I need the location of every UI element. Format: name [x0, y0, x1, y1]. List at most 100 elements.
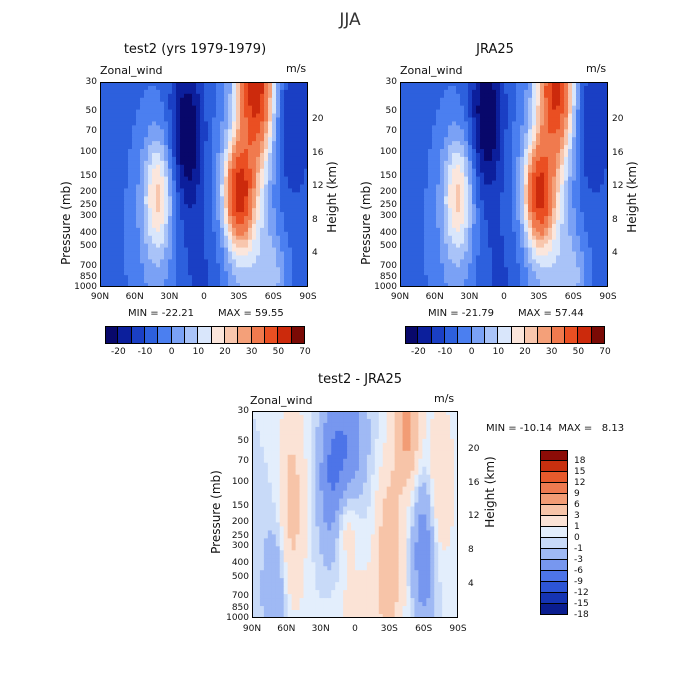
contour-cell: [600, 85, 605, 91]
contour-cell: [136, 279, 141, 284]
contour-cell: [144, 129, 149, 134]
contour-cell: [196, 271, 201, 276]
contour-cell: [440, 247, 445, 253]
contour-cell: [488, 160, 493, 166]
contour-cell: [540, 164, 545, 170]
contour-cell: [424, 141, 429, 146]
contour-cell: [280, 251, 285, 257]
contour-cell: [524, 219, 529, 225]
contour-cell: [164, 121, 169, 126]
contour-cell: [236, 125, 241, 130]
contour-cell: [492, 89, 497, 95]
contour-cell: [572, 89, 577, 95]
contour-cell: [448, 227, 453, 233]
contour-cell: [600, 145, 605, 150]
contour-cell: [468, 168, 473, 174]
contour-cell: [232, 192, 237, 197]
contour-cell: [524, 239, 529, 245]
contour-cell: [144, 85, 149, 91]
contour-cell: [292, 137, 297, 142]
contour-cell: [180, 137, 185, 142]
contour-cell: [420, 121, 425, 126]
contour-cell: [168, 259, 173, 264]
contour-cell: [144, 275, 149, 280]
contour-cell: [216, 239, 221, 245]
contour-cell: [480, 212, 485, 217]
contour-cell: [212, 223, 217, 229]
contour-cell: [432, 97, 437, 103]
contour-cell: [224, 275, 229, 280]
contour-cell: [588, 97, 593, 103]
contour-cell: [540, 121, 545, 126]
contour-cell: [404, 180, 409, 186]
contour-cell: [180, 231, 185, 237]
contour-cell: [520, 117, 525, 123]
contour-cell: [536, 219, 541, 225]
contour-cell: [148, 89, 153, 95]
contour-cell: [104, 160, 109, 166]
contour-cell: [304, 152, 308, 158]
contour-cell: [124, 204, 129, 209]
contour-cell: [420, 247, 425, 253]
contour-cell: [212, 180, 217, 186]
contour-cell: [120, 227, 125, 233]
contour-cell: [224, 184, 229, 190]
contour-cell: [528, 133, 533, 138]
contour-cell: [160, 212, 165, 217]
contour-cell: [540, 208, 545, 213]
colorbar-swatch: [251, 326, 265, 344]
contour-cell: [516, 200, 521, 205]
contour-cell: [464, 164, 469, 170]
contour-cell: [412, 149, 417, 154]
contour-cell: [468, 227, 473, 233]
contour-cell: [500, 227, 505, 233]
contour-cell: [448, 105, 453, 111]
contour-cell: [260, 133, 265, 138]
contour-cell: [172, 223, 177, 229]
contour-cell: [236, 121, 241, 126]
contour-cell: [288, 176, 293, 182]
contour-cell: [496, 125, 501, 130]
contour-cell: [480, 204, 485, 209]
contour-cell: [304, 176, 308, 182]
contour-cell: [116, 85, 121, 91]
contour-cell: [556, 235, 561, 241]
contour-cell: [228, 125, 233, 130]
contour-cell: [408, 160, 413, 166]
contour-cell: [528, 196, 533, 201]
contour-cell: [512, 117, 517, 123]
contour-cell: [452, 137, 457, 142]
contour-cell: [100, 117, 105, 123]
contour-cell: [444, 93, 449, 99]
contour-cell: [536, 160, 541, 166]
contour-cell: [560, 89, 565, 95]
contour-cell: [176, 133, 181, 138]
contour-cell: [540, 117, 545, 123]
contour-cell: [472, 97, 477, 103]
contour-cell: [296, 259, 301, 264]
contour-cell: [220, 251, 225, 257]
contour-cell: [412, 192, 417, 197]
contour-cell: [592, 121, 597, 126]
contour-cell: [296, 192, 301, 197]
contour-cell: [184, 93, 189, 99]
contour-cell: [284, 259, 289, 264]
contour-cell: [160, 160, 165, 166]
contour-cell: [524, 101, 529, 107]
contour-cell: [124, 223, 129, 229]
contour-cell: [244, 133, 249, 138]
contour-cell: [104, 152, 109, 158]
contour-cell: [240, 271, 245, 276]
contour-cell: [104, 93, 109, 99]
contour-cell: [580, 160, 585, 166]
contour-cell: [560, 93, 565, 99]
contour-cell: [112, 208, 117, 213]
contour-cell: [440, 216, 445, 221]
contour-cell: [564, 109, 569, 115]
contour-cell: [304, 101, 308, 107]
contour-cell: [200, 85, 205, 91]
contour-cell: [516, 180, 521, 186]
contour-cell: [428, 164, 433, 170]
contour-cell: [516, 216, 521, 221]
contour-cell: [592, 145, 597, 150]
